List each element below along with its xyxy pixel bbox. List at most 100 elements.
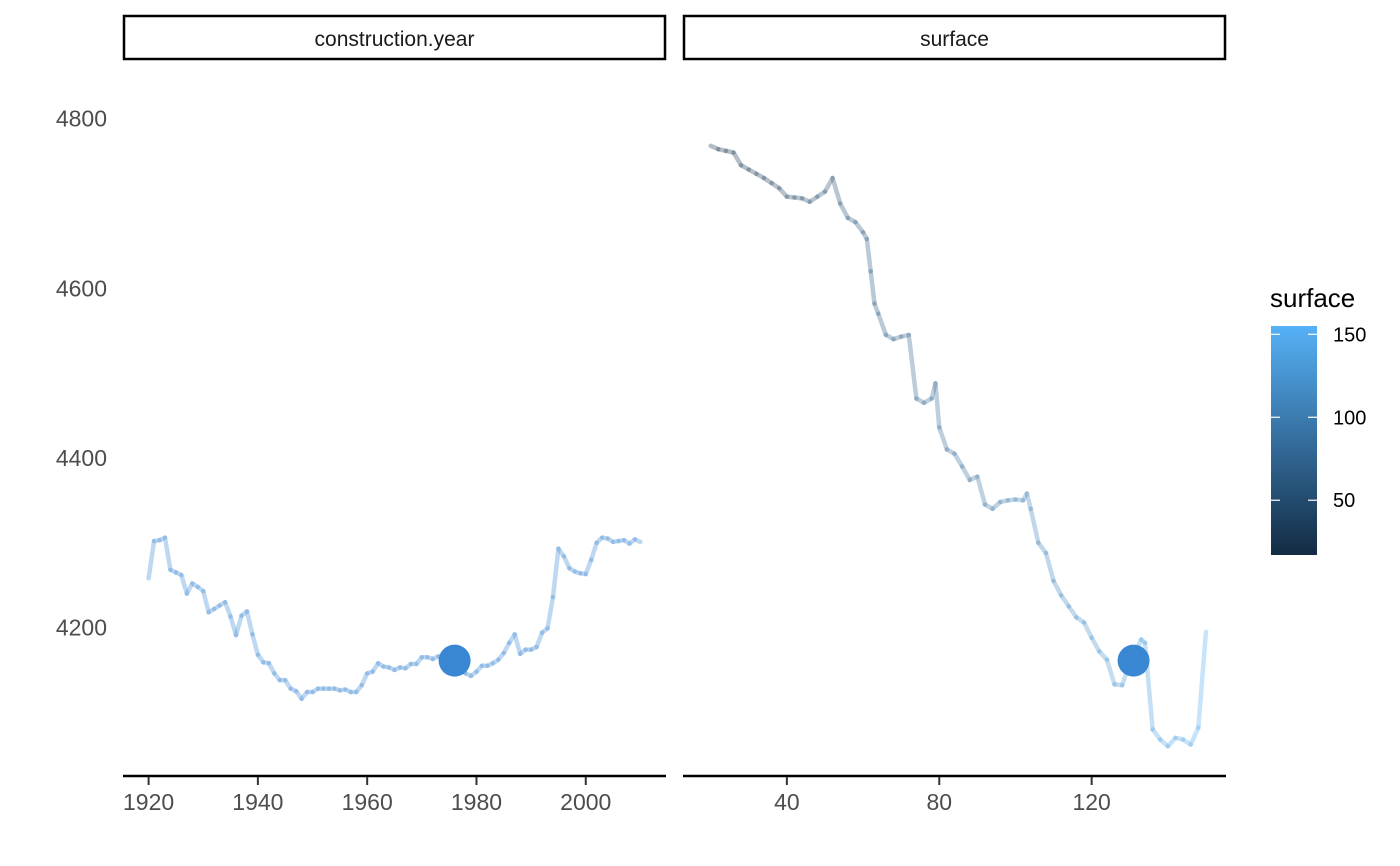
line-segment — [731, 150, 744, 168]
line-segment — [507, 632, 517, 646]
line-segment — [937, 425, 950, 452]
facet-title-construction-year: construction.year — [315, 28, 475, 51]
observation-point — [438, 644, 471, 677]
line-segment — [206, 606, 217, 615]
line-segment — [463, 671, 474, 679]
line-segment — [1150, 727, 1163, 742]
line-segment — [1180, 737, 1193, 747]
line-segment — [605, 536, 616, 545]
line-segment — [353, 682, 364, 695]
line-segment — [621, 537, 632, 546]
y-tick-label: 4200 — [56, 615, 107, 641]
line-segment — [168, 567, 179, 575]
line-segment — [792, 195, 805, 201]
line-segment — [952, 451, 965, 469]
line-segment — [1081, 620, 1094, 640]
y-tick-label: 4400 — [56, 445, 107, 471]
line-segment — [332, 686, 343, 693]
line-segment — [860, 230, 870, 242]
line-segment — [807, 194, 820, 205]
line-segment — [845, 215, 858, 225]
line-segment — [244, 609, 255, 637]
line-segment — [754, 171, 767, 181]
line-segment — [195, 584, 206, 594]
line-segment — [179, 572, 190, 596]
line-segment — [255, 652, 266, 665]
x-tick-label: 2000 — [560, 789, 611, 815]
line-segment — [933, 381, 942, 430]
color-legend: surface 50 100 150 — [1270, 283, 1366, 555]
line-segment — [929, 381, 938, 401]
series-line — [146, 535, 643, 702]
legend-title: surface — [1270, 283, 1355, 313]
line-segment — [282, 677, 293, 691]
line-segment — [864, 236, 873, 274]
line-segment — [876, 311, 889, 338]
line-segment — [578, 571, 589, 577]
line-segment — [572, 569, 583, 576]
line-segment — [921, 396, 934, 406]
line-segment — [397, 665, 408, 671]
line-segment — [266, 660, 277, 676]
line-segment — [967, 474, 980, 483]
line-segment — [872, 301, 881, 316]
line-segment — [200, 588, 211, 615]
line-segment — [868, 269, 877, 306]
line-segment — [1138, 637, 1148, 646]
facet-title-surface: surface — [920, 28, 989, 51]
line-segment — [517, 647, 528, 657]
observation-point — [1117, 644, 1150, 677]
line-segment — [370, 660, 381, 674]
line-segment — [822, 175, 835, 194]
line-segment — [588, 540, 599, 562]
legend-tick-label: 100 — [1333, 407, 1366, 429]
line-segment — [272, 671, 282, 683]
line-segment — [853, 219, 866, 235]
line-segment — [708, 143, 721, 152]
line-segment — [496, 650, 507, 663]
line-segment — [392, 665, 403, 673]
line-segment — [556, 546, 567, 559]
line-segment — [173, 570, 184, 578]
line-segment — [944, 447, 957, 456]
line-segment — [545, 594, 556, 631]
line-segment — [997, 498, 1011, 505]
line-segment — [914, 396, 927, 406]
line-segment — [239, 609, 250, 618]
line-segment — [1157, 737, 1171, 749]
line-segment — [1013, 497, 1026, 503]
line-segment — [723, 148, 736, 155]
line-segment — [830, 175, 843, 206]
line-segment — [746, 167, 759, 177]
line-segment — [359, 671, 370, 688]
line-segment — [501, 640, 512, 656]
line-segment — [610, 538, 621, 545]
x-tick-label: 120 — [1072, 789, 1110, 815]
line-segment — [310, 686, 321, 695]
line-segment — [539, 626, 550, 635]
facet-strip-surface: surface — [682, 14, 1227, 61]
line-segment — [293, 688, 304, 702]
line-segment — [425, 655, 436, 662]
line-segment — [891, 334, 904, 342]
line-segment — [184, 581, 195, 596]
line-segment — [474, 663, 485, 674]
line-segment — [784, 194, 797, 200]
line-segment — [815, 189, 828, 199]
line-segment — [567, 565, 578, 574]
line-segment — [222, 599, 233, 619]
line-segment — [632, 537, 643, 545]
line-segment — [799, 196, 812, 205]
line-segment — [261, 660, 272, 666]
line-segment — [364, 669, 375, 676]
x-tick-label: 1940 — [232, 789, 283, 815]
line-segment — [1173, 735, 1186, 742]
line-segment — [414, 655, 425, 667]
line-segment — [959, 464, 972, 483]
x-tick-label: 1920 — [123, 789, 174, 815]
line-segment — [837, 201, 851, 221]
legend-tick-label: 50 — [1333, 490, 1355, 512]
line-segment — [990, 499, 1003, 512]
line-segment — [375, 660, 386, 669]
line-segment — [769, 180, 782, 191]
